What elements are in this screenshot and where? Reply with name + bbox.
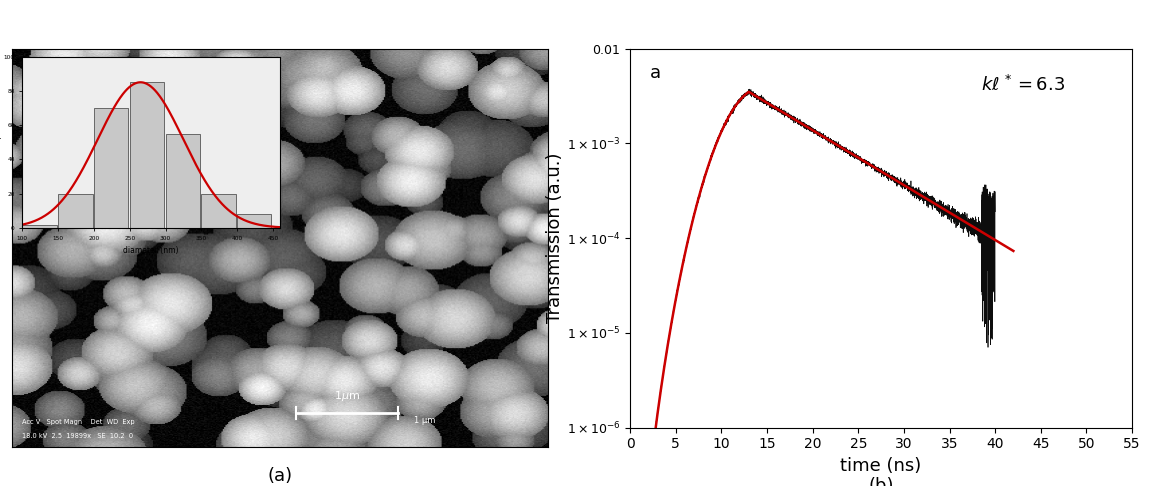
X-axis label: time (ns): time (ns) — [840, 457, 922, 475]
Y-axis label: Transmission (a.u.): Transmission (a.u.) — [546, 153, 564, 323]
Text: $k\ell^{\,*} = 6.3$: $k\ell^{\,*} = 6.3$ — [981, 75, 1065, 95]
Text: 1 μm: 1 μm — [414, 416, 435, 425]
Text: a: a — [650, 64, 662, 82]
Text: 18.0 kV  2.5  19899x   SE  10.2  0: 18.0 kV 2.5 19899x SE 10.2 0 — [22, 433, 133, 439]
Text: (a): (a) — [267, 467, 293, 485]
Text: 1$\mu$m: 1$\mu$m — [334, 389, 361, 403]
Text: (b): (b) — [868, 477, 894, 486]
Text: Acc V   Spot Magn    Det  WD  Exp: Acc V Spot Magn Det WD Exp — [22, 419, 135, 425]
